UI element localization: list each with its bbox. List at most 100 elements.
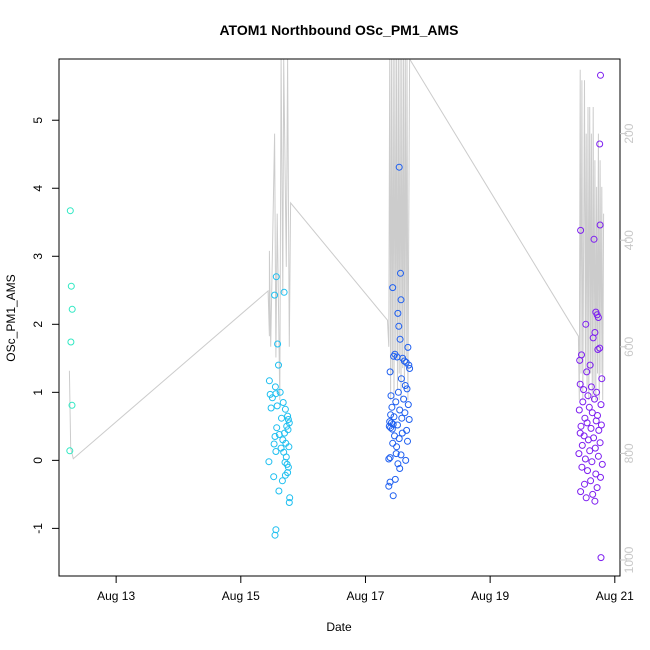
line-layer bbox=[68, 59, 605, 460]
data-point bbox=[404, 437, 411, 445]
x-axis-label: Date bbox=[326, 620, 352, 634]
data-point bbox=[272, 448, 280, 455]
y2-tick-label: 400 bbox=[622, 230, 636, 250]
y2-axis: 200 400 600 800 1000 bbox=[620, 123, 636, 573]
x-tick-label: Aug 13 bbox=[97, 589, 135, 603]
data-point bbox=[587, 424, 595, 432]
data-point bbox=[280, 288, 288, 296]
plot-box bbox=[58, 58, 621, 577]
y2-tick-label: 600 bbox=[622, 336, 636, 356]
data-point bbox=[388, 403, 396, 411]
data-point bbox=[577, 226, 585, 234]
y2-tick-label: 800 bbox=[622, 443, 636, 463]
data-point bbox=[404, 401, 412, 409]
data-point bbox=[582, 494, 590, 502]
y-tick-label: 0 bbox=[31, 457, 45, 464]
data-point bbox=[275, 487, 283, 495]
data-point bbox=[389, 439, 397, 447]
data-point bbox=[581, 480, 588, 488]
data-point bbox=[596, 344, 604, 352]
data-point bbox=[387, 411, 395, 419]
data-point bbox=[278, 414, 285, 422]
data-point bbox=[66, 207, 74, 215]
y-tick-label: 2 bbox=[31, 321, 45, 328]
data-point bbox=[593, 388, 601, 396]
data-point bbox=[276, 388, 284, 396]
data-point bbox=[586, 361, 594, 369]
data-point bbox=[268, 394, 276, 402]
data-point bbox=[386, 478, 394, 486]
data-point bbox=[275, 361, 282, 369]
data-point bbox=[394, 309, 402, 317]
data-point bbox=[584, 436, 592, 444]
data-point bbox=[577, 422, 585, 430]
data-point bbox=[267, 404, 275, 412]
data-point bbox=[595, 426, 603, 434]
data-point bbox=[397, 451, 405, 459]
data-point bbox=[582, 320, 590, 328]
data-point bbox=[398, 414, 406, 422]
data-point bbox=[271, 383, 279, 391]
data-point bbox=[387, 424, 395, 432]
data-point bbox=[271, 433, 279, 440]
data-point bbox=[279, 399, 287, 406]
data-point bbox=[594, 346, 602, 353]
data-point bbox=[397, 296, 405, 304]
data-point bbox=[590, 235, 598, 243]
data-point bbox=[584, 392, 592, 400]
data-point bbox=[592, 417, 600, 425]
data-point bbox=[404, 343, 412, 351]
data-point bbox=[589, 490, 597, 498]
chart-title: ATOM1 Northbound OSc_PM1_AMS bbox=[219, 22, 458, 38]
y-tick-label: 1 bbox=[31, 389, 45, 396]
data-point bbox=[575, 450, 583, 458]
data-point bbox=[389, 284, 397, 292]
data-point bbox=[281, 458, 289, 466]
data-point bbox=[392, 450, 400, 458]
data-point bbox=[405, 416, 413, 423]
data-point bbox=[396, 465, 404, 472]
data-point bbox=[578, 441, 586, 449]
data-point bbox=[576, 380, 584, 388]
data-point bbox=[405, 361, 413, 369]
y-tick-label: -1 bbox=[31, 523, 45, 534]
data-point bbox=[281, 429, 288, 437]
data-point bbox=[397, 269, 404, 277]
data-point bbox=[584, 467, 591, 475]
point-layer bbox=[66, 71, 606, 562]
data-point bbox=[591, 395, 598, 403]
data-point bbox=[386, 454, 394, 462]
data-point bbox=[597, 473, 604, 481]
data-point bbox=[395, 322, 403, 330]
data-point bbox=[283, 422, 291, 430]
data-point bbox=[272, 390, 280, 398]
data-point bbox=[397, 375, 405, 383]
data-point bbox=[66, 447, 74, 455]
data-point bbox=[586, 447, 594, 455]
data-point bbox=[270, 440, 278, 448]
data-point bbox=[596, 439, 604, 447]
data-point bbox=[597, 71, 604, 79]
data-point bbox=[67, 338, 75, 346]
data-point bbox=[68, 305, 76, 313]
x-tick-label: Aug 21 bbox=[596, 589, 634, 603]
data-point bbox=[388, 425, 396, 433]
data-point bbox=[579, 398, 587, 406]
data-point bbox=[588, 409, 596, 417]
data-point bbox=[273, 402, 281, 410]
data-point bbox=[398, 429, 406, 437]
x-axis: Aug 13 Aug 15 Aug 17 Aug 19 Aug 21 bbox=[97, 576, 634, 603]
data-point bbox=[589, 334, 597, 342]
x-tick-label: Aug 19 bbox=[471, 589, 509, 603]
data-point bbox=[401, 409, 409, 417]
data-point bbox=[395, 163, 403, 171]
data-point bbox=[583, 419, 591, 427]
data-point bbox=[265, 377, 273, 385]
data-point bbox=[273, 424, 281, 432]
y2-tick-label: 1000 bbox=[622, 546, 636, 573]
data-point bbox=[284, 463, 292, 471]
data-point bbox=[592, 470, 600, 478]
y2-tick-label: 200 bbox=[622, 123, 636, 143]
data-point bbox=[390, 352, 398, 360]
data-point bbox=[274, 340, 282, 348]
